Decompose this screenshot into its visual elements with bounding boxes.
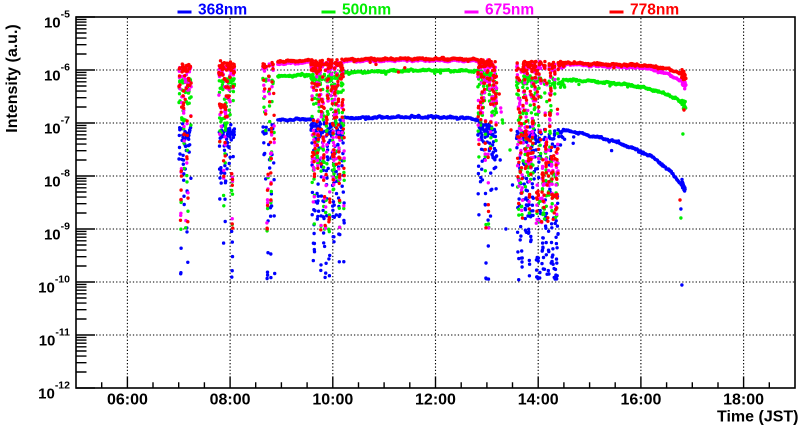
svg-text:778nm: 778nm	[630, 2, 679, 19]
svg-text:12:00: 12:00	[415, 392, 456, 409]
svg-text:14:00: 14:00	[518, 392, 559, 409]
svg-text:06:00: 06:00	[107, 392, 148, 409]
svg-text:10:00: 10:00	[312, 392, 353, 409]
svg-text:368nm: 368nm	[198, 2, 247, 19]
svg-text:08:00: 08:00	[210, 392, 251, 409]
svg-text:500nm: 500nm	[342, 2, 391, 19]
svg-text:675nm: 675nm	[485, 2, 534, 19]
svg-text:Time (JST): Time (JST)	[717, 409, 799, 426]
svg-text:Intensity (a.u.): Intensity (a.u.)	[4, 24, 21, 132]
svg-text:18:00: 18:00	[723, 392, 764, 409]
svg-text:16:00: 16:00	[620, 392, 661, 409]
